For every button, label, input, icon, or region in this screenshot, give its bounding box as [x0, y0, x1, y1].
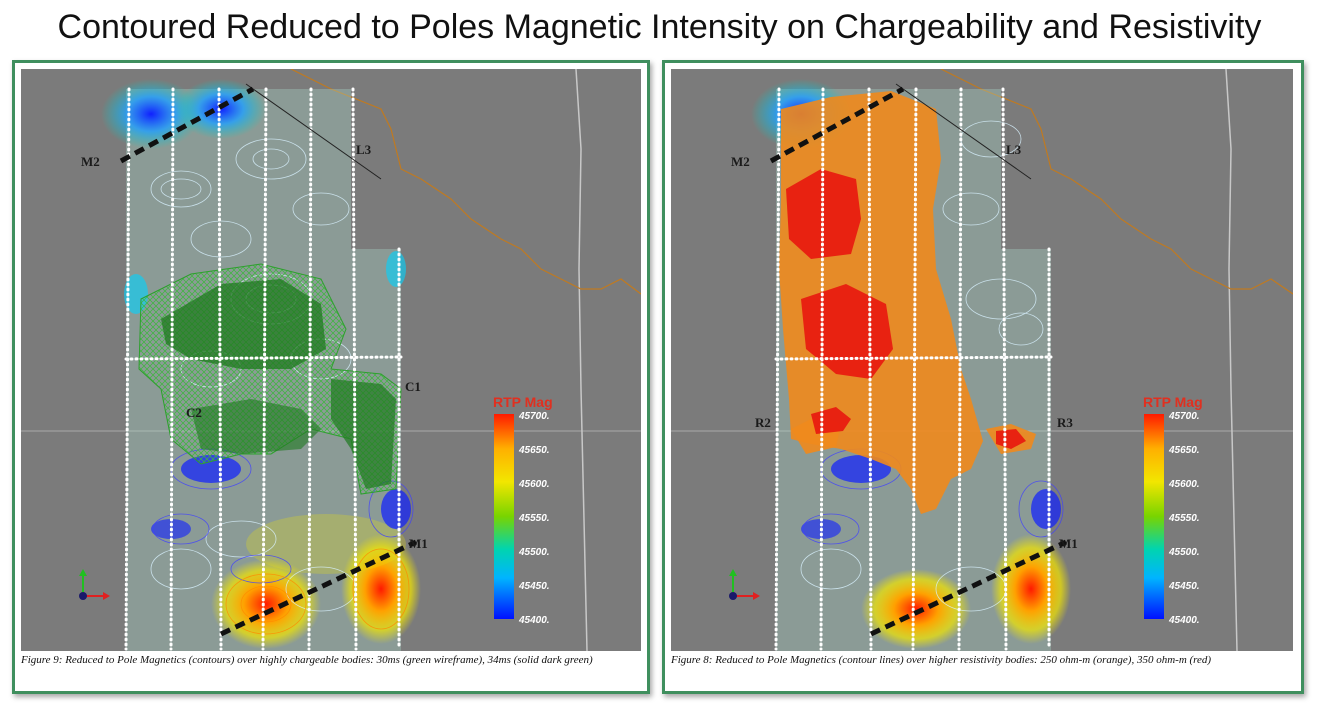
left-map-view[interactable]: M2 L3 C1 C2 M1 RTP Mag 45700. 45650. 456… [21, 69, 641, 651]
legend-tick: 45400. [1169, 615, 1200, 626]
road-line [575, 69, 588, 651]
low-anomaly [381, 489, 411, 529]
line-m1 [219, 539, 418, 637]
legend-tick: 45550. [519, 513, 550, 524]
left-caption: Figure 9: Reduced to Pole Magnetics (con… [21, 654, 593, 666]
legend-tick: 45700. [1169, 411, 1200, 422]
label-l3: L3 [1006, 142, 1022, 157]
label-m2: M2 [731, 154, 750, 169]
axis-orientation-icon [79, 569, 110, 600]
contour-lines [225, 548, 410, 635]
low-anomaly [831, 455, 891, 483]
label-c2: C2 [186, 405, 202, 420]
chargeable-body-solid [331, 379, 396, 489]
road-line [1225, 69, 1238, 651]
legend-tick: 45450. [519, 581, 550, 592]
legend-tick: 45400. [519, 615, 550, 626]
legend-tick: 45500. [1169, 547, 1200, 558]
line-m1 [869, 539, 1068, 637]
right-caption: Figure 8: Reduced to Pole Magnetics (con… [671, 654, 1212, 666]
colorbar [494, 414, 514, 619]
right-map-view[interactable]: M2 L3 R2 R3 M1 RTP Mag 45700. 45650. 456… [671, 69, 1293, 651]
mid-anomaly [386, 251, 406, 287]
high-anomaly [991, 534, 1071, 644]
label-m1: M1 [409, 536, 428, 551]
survey-lines [774, 87, 1053, 651]
label-r3: R3 [1057, 415, 1073, 430]
line-l3 [245, 83, 382, 180]
label-r2: R2 [755, 415, 771, 430]
legend-tick: 45600. [519, 479, 550, 490]
high-anomaly [861, 569, 971, 649]
right-map-canvas [671, 69, 1293, 651]
legend-tick: 45550. [1169, 513, 1200, 524]
boundary-line [940, 69, 1293, 295]
low-anomaly [101, 79, 201, 149]
legend-title: RTP Mag [1143, 394, 1203, 410]
chargeable-body-solid [161, 279, 326, 369]
chargeable-body-solid [191, 399, 321, 454]
low-anomaly [1031, 489, 1061, 529]
legend-tick: 45650. [519, 445, 550, 456]
legend-tick: 45650. [1169, 445, 1200, 456]
axis-orientation-icon [729, 569, 760, 600]
legend-tick: 45500. [519, 547, 550, 558]
boundary-line [290, 69, 641, 295]
low-anomaly [181, 455, 241, 483]
left-figure-panel: M2 L3 C1 C2 M1 RTP Mag 45700. 45650. 456… [12, 60, 650, 694]
label-c1: C1 [405, 379, 421, 394]
right-figure-panel: M2 L3 R2 R3 M1 RTP Mag 45700. 45650. 456… [662, 60, 1304, 694]
mid-anomaly [246, 514, 406, 574]
label-l3: L3 [356, 142, 372, 157]
legend-tick: 45450. [1169, 581, 1200, 592]
label-m1: M1 [1059, 536, 1078, 551]
line-m2 [769, 86, 905, 164]
survey-lines [124, 87, 403, 651]
line-l3 [895, 83, 1032, 180]
line-m2 [119, 86, 255, 164]
legend-tick: 45600. [1169, 479, 1200, 490]
legend-tick: 45700. [519, 411, 550, 422]
legend-title: RTP Mag [493, 394, 553, 410]
label-m2: M2 [81, 154, 100, 169]
colorbar [1144, 414, 1164, 619]
left-map-canvas [21, 69, 641, 651]
figure-title: Contoured Reduced to Poles Magnetic Inte… [57, 8, 1262, 46]
